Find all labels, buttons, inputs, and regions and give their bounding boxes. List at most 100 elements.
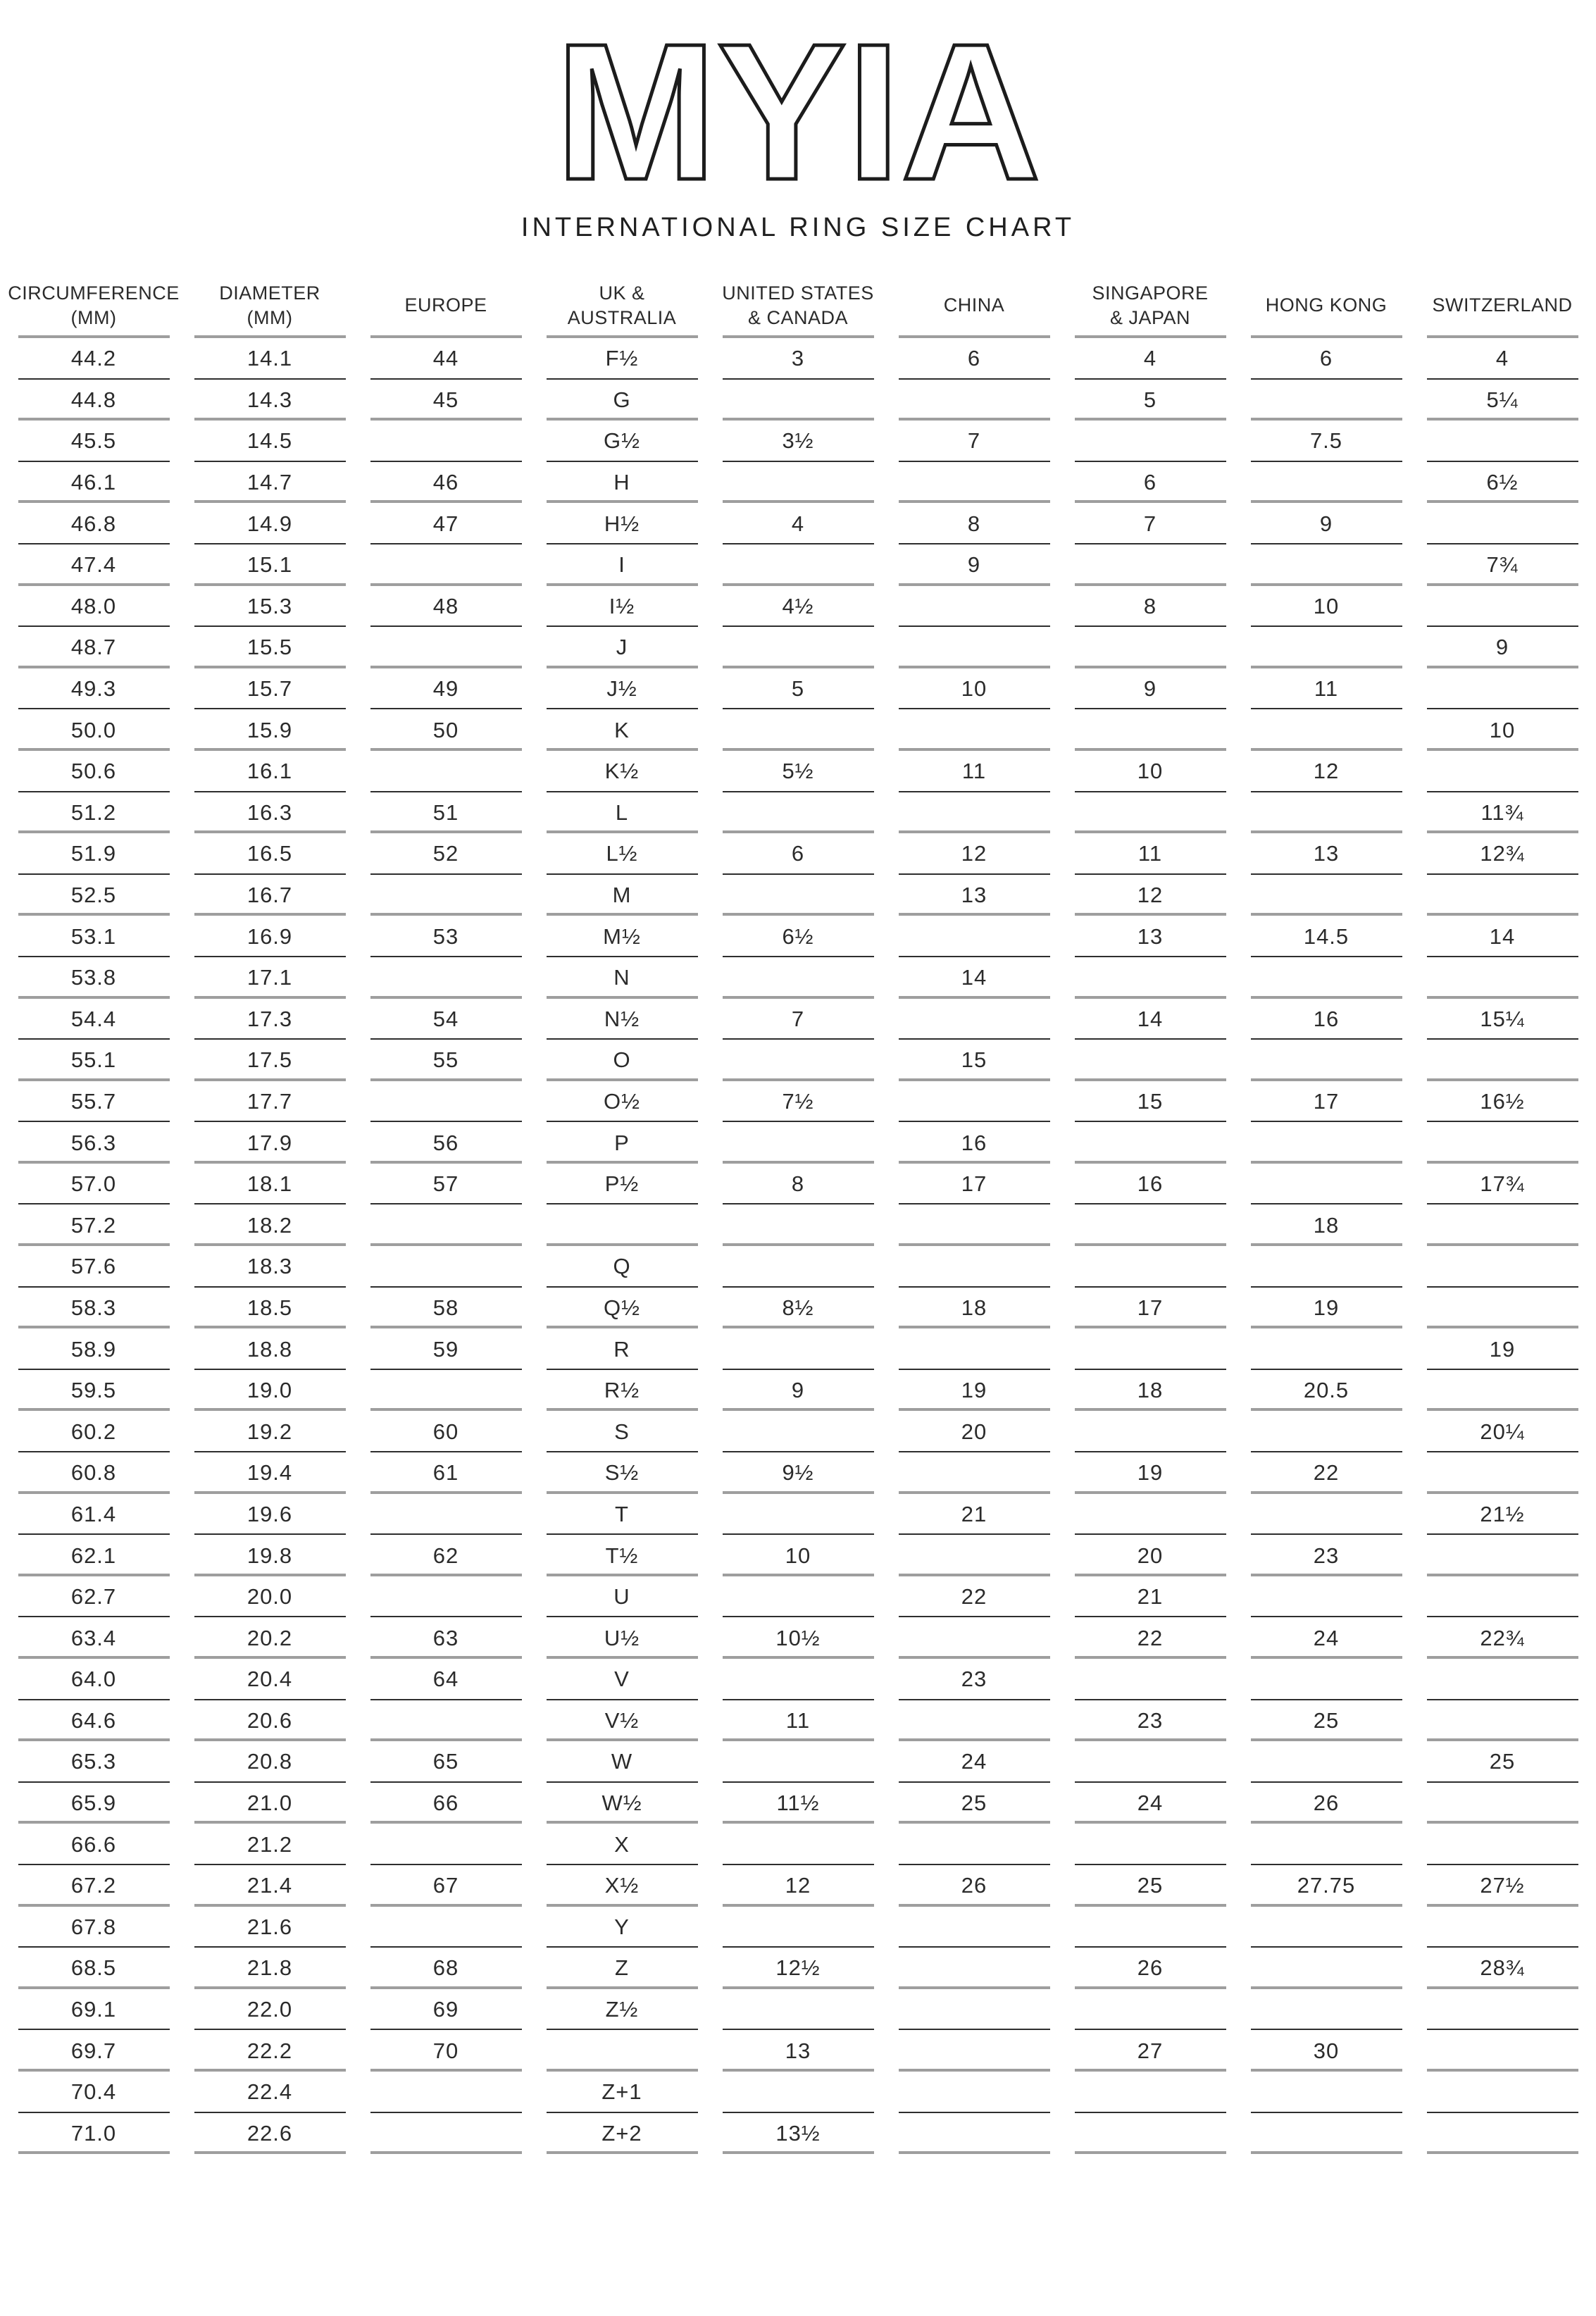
table-cell [1238,875,1414,916]
table-cell [1414,421,1590,462]
table-row: 65.3 20.8 65 W 24 25 [6,1741,1590,1783]
table-cell: 7¾ [1414,544,1590,586]
table-row: 61.4 19.6 T 21 21½ [6,1494,1590,1536]
table-cell [358,957,534,999]
table-cell [1238,1989,1414,2031]
column-header-hong-kong: HONG KONG [1238,273,1414,338]
table-cell [1414,2113,1590,2155]
table-cell: 27½ [1414,1865,1590,1907]
table-cell [710,957,886,999]
table-cell: 19.6 [182,1494,358,1536]
table-cell [358,2113,534,2155]
table-cell: 67.2 [6,1865,182,1907]
table-cell: 7 [886,421,1062,462]
table-cell: H½ [534,503,710,544]
table-cell [1414,2030,1590,2072]
table-cell: 23 [1062,1700,1238,1742]
table-row: 52.5 16.7 M 13 12 [6,875,1590,916]
table-cell [358,875,534,916]
table-cell: L [534,792,710,834]
table-cell: 51.2 [6,792,182,834]
table-cell [1238,1494,1414,1536]
table-cell: 14.7 [182,462,358,504]
table-cell [710,380,886,421]
table-row: 49.3 15.7 49 J½ 5 10 9 11 [6,668,1590,710]
table-row: 58.3 18.5 58 Q½ 8½ 18 17 19 [6,1288,1590,1329]
table-cell [358,1494,534,1536]
table-cell [710,2072,886,2113]
table-cell: 7 [710,999,886,1040]
table-cell: 8 [1062,586,1238,628]
table-cell: 19 [886,1370,1062,1412]
table-cell [1238,380,1414,421]
table-cell [886,792,1062,834]
table-cell [886,1204,1062,1246]
table-cell: 24 [886,1741,1062,1783]
table-cell: 58 [358,1288,534,1329]
table-cell: 17.1 [182,957,358,999]
table-cell: R½ [534,1370,710,1412]
table-cell: 16 [886,1122,1062,1164]
table-cell [1062,2072,1238,2113]
table-cell: 46.1 [6,462,182,504]
table-cell [886,999,1062,1040]
table-cell: 53 [358,916,534,957]
table-cell: 57.2 [6,1204,182,1246]
table-cell: 17 [886,1164,1062,1205]
table-cell [1062,2113,1238,2155]
table-cell [1414,1824,1590,1865]
table-row: 70.4 22.4 Z+1 [6,2072,1590,2113]
table-cell: R [534,1328,710,1370]
table-cell: 10 [1062,751,1238,792]
table-cell: 9 [1414,627,1590,668]
column-header-uk-australia: UK & AUSTRALIA [534,273,710,338]
table-cell: 22.2 [182,2030,358,2072]
table-cell: 21½ [1414,1494,1590,1536]
table-cell [1062,1411,1238,1452]
table-cell [1238,1411,1414,1452]
table-cell: 58.9 [6,1328,182,1370]
table-cell: G [534,380,710,421]
table-row: 47.4 15.1 I 9 7¾ [6,544,1590,586]
table-cell: 7½ [710,1081,886,1123]
table-cell: 11 [1062,833,1238,875]
table-cell: 44.2 [6,338,182,380]
table-cell [1062,1328,1238,1370]
table-row: 56.3 17.9 56 P 16 [6,1122,1590,1164]
table-cell [1414,1370,1590,1412]
table-cell: 15.7 [182,668,358,710]
table-cell [1414,957,1590,999]
table-row: 69.1 22.0 69 Z½ [6,1989,1590,2031]
table-cell [1238,1164,1414,1205]
table-cell [710,1907,886,1948]
table-cell: 12 [710,1865,886,1907]
table-cell: 13 [1238,833,1414,875]
table-cell [886,1989,1062,2031]
table-cell: X [534,1824,710,1865]
table-cell: 57.6 [6,1246,182,1288]
table-row: 59.5 19.0 R½ 9 19 18 20.5 [6,1370,1590,1412]
column-header-china: CHINA [886,273,1062,338]
table-cell: 58.3 [6,1288,182,1329]
table-cell [886,709,1062,751]
table-cell: 63.4 [6,1617,182,1659]
table-cell: 12 [886,833,1062,875]
table-cell: 46.8 [6,503,182,544]
table-cell: 17.9 [182,1122,358,1164]
table-cell: 6 [710,833,886,875]
table-cell: 6½ [1414,462,1590,504]
table-cell: J [534,627,710,668]
table-cell: W½ [534,1783,710,1824]
table-cell: 48.0 [6,586,182,628]
table-cell: 20.6 [182,1700,358,1742]
table-cell: 50.0 [6,709,182,751]
table-cell: W [534,1741,710,1783]
table-cell [1062,1659,1238,1700]
table-cell [710,709,886,751]
table-cell: 21.6 [182,1907,358,1948]
table-cell [1414,2072,1590,2113]
column-header-switzerland: SWITZERLAND [1414,273,1590,338]
table-cell: 12½ [710,1948,886,1989]
table-row: 57.0 18.1 57 P½ 8 17 16 17¾ [6,1164,1590,1205]
table-cell: 20.8 [182,1741,358,1783]
